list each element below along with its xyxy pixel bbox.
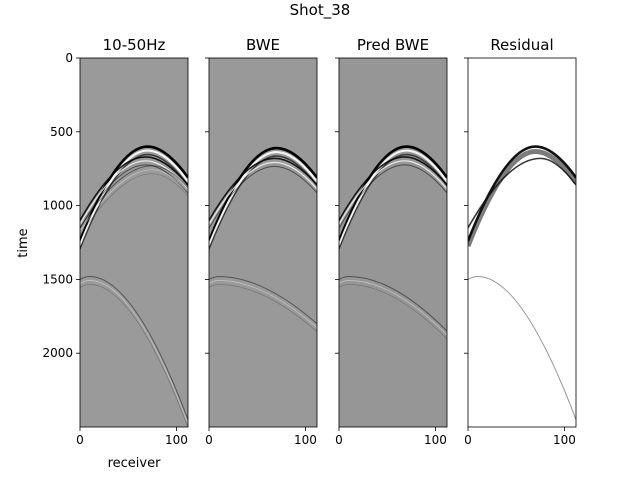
panel-image-background xyxy=(209,58,317,427)
panel-image-background xyxy=(468,58,576,427)
x-tick-label: 0 xyxy=(205,433,213,447)
seismic-events xyxy=(209,146,317,332)
event-peak-1 xyxy=(339,149,447,246)
event-peak-1 xyxy=(80,149,188,246)
panel-frame xyxy=(338,57,448,428)
event-peak-2 xyxy=(80,160,188,225)
panel-frame xyxy=(467,57,577,428)
seismic-events xyxy=(339,145,447,340)
event-trough-2 xyxy=(339,156,447,221)
x-tick-label: 0 xyxy=(335,433,343,447)
event-sidelobe-3 xyxy=(339,284,447,340)
event-trough-2 xyxy=(80,156,188,221)
x-tick-label: 0 xyxy=(76,433,84,447)
event-peak-4 xyxy=(80,280,188,424)
event-sidelobe-2 xyxy=(209,165,317,229)
y-tick-label: 1000 xyxy=(42,199,73,213)
event-trough-3 xyxy=(339,275,447,332)
seismic-events xyxy=(468,145,576,420)
y-tick-label: 500 xyxy=(50,125,73,139)
event-peak-2 xyxy=(339,160,447,225)
panel-4: Residual 0 100 xyxy=(464,36,577,447)
event-sidelobe-2 xyxy=(339,164,447,229)
x-tick-label: 100 xyxy=(165,433,188,447)
x-tick-label: 100 xyxy=(553,433,576,447)
y-tick-label: 1500 xyxy=(42,272,73,286)
panel-frame xyxy=(208,57,318,428)
event-sidelobe-3 xyxy=(80,173,188,236)
event-peak-3 xyxy=(209,280,317,328)
panel-3: Pred BWE 0 100 xyxy=(335,36,448,447)
event-sidelobe-2 xyxy=(80,164,188,229)
panel-image-background xyxy=(80,58,188,427)
event-trough-4 xyxy=(80,275,188,420)
event-sidelobe-4 xyxy=(80,284,188,427)
event-sidelobe-1 xyxy=(339,153,447,250)
event-sidelobe-1 xyxy=(209,155,317,250)
event-peak-3 xyxy=(339,280,447,336)
panel-frame xyxy=(79,57,189,428)
panel-image-background xyxy=(339,58,447,427)
x-tick-label: 0 xyxy=(464,433,472,447)
panel-title: BWE xyxy=(246,36,280,54)
residual-energy-band xyxy=(468,149,576,247)
event-trough-2 xyxy=(468,157,576,229)
panel-title: 10-50Hz xyxy=(103,36,166,54)
seismic-events xyxy=(80,145,188,427)
event-peak-2 xyxy=(209,161,317,225)
x-axis-label: receiver xyxy=(108,456,162,471)
event-trough-3 xyxy=(468,275,576,420)
event-sidelobe-1 xyxy=(80,153,188,250)
x-tick-label: 100 xyxy=(294,433,317,447)
y-tick-label: 0 xyxy=(65,51,73,65)
y-tick-label: 2000 xyxy=(42,346,73,360)
panel-title: Residual xyxy=(490,36,553,54)
event-trough-3 xyxy=(209,275,317,325)
event-sidelobe-3 xyxy=(209,284,317,332)
event-trough-3 xyxy=(80,165,188,229)
y-axis-label: time xyxy=(16,228,31,257)
panel-2: BWE 0 100 xyxy=(205,36,318,447)
event-peak-3 xyxy=(80,169,188,232)
figure-suptitle: Shot_38 xyxy=(290,1,351,20)
panel-title: Pred BWE xyxy=(357,36,429,54)
event-trough-2 xyxy=(209,157,317,221)
event-peak-1 xyxy=(209,150,317,246)
x-tick-label: 100 xyxy=(424,433,447,447)
